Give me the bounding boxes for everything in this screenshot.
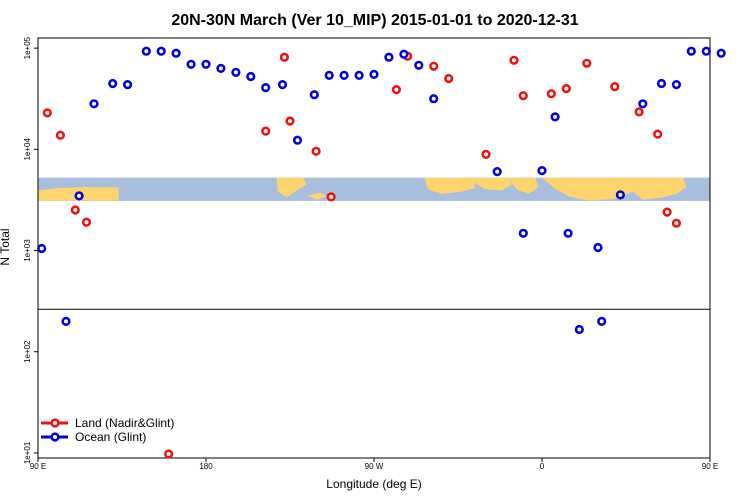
land-point [518, 91, 528, 101]
ocean-point [550, 112, 560, 122]
land-point [326, 192, 336, 202]
land-point [444, 73, 454, 84]
x-tick-label: 180 [199, 462, 213, 471]
land-point [261, 126, 271, 136]
land-point [662, 207, 672, 217]
ocean-point [261, 82, 271, 93]
map-landmass-6 [542, 177, 637, 201]
land-point [311, 146, 321, 156]
land-point [279, 52, 290, 62]
land-point [285, 116, 295, 126]
land-point [391, 84, 402, 95]
y-tick-label: 1e+03 [23, 239, 32, 262]
ocean-point [399, 49, 409, 59]
ocean-point [201, 59, 211, 69]
ocean-point [89, 99, 99, 109]
map-ocean-band [38, 177, 710, 201]
y-tick-label: 1e+04 [23, 138, 32, 161]
ocean-point [292, 135, 303, 145]
ocean-point [716, 48, 726, 58]
y-tick-label: 1e+01 [23, 441, 32, 464]
map-landmass-3 [424, 177, 475, 194]
land-point [55, 130, 66, 140]
ocean-point [615, 190, 626, 200]
ocean-point [37, 243, 47, 254]
ocean-point [339, 70, 349, 80]
ocean-point [186, 59, 196, 69]
ocean-point [656, 78, 667, 89]
ocean-point [156, 46, 166, 56]
ocean-point [492, 167, 502, 177]
y-tick-label: 1e+05 [23, 36, 32, 59]
ocean-point [171, 48, 181, 58]
x-tick-label: 90 E [702, 462, 718, 471]
ocean-point [122, 79, 133, 90]
land-point [164, 449, 174, 459]
land-point [671, 218, 682, 228]
data-points [37, 46, 726, 459]
plot-frame [37, 37, 711, 459]
ocean-point [563, 228, 573, 238]
map-landmass-1 [276, 177, 307, 198]
ocean-point [686, 46, 696, 56]
ocean-point [638, 99, 648, 109]
land-point [546, 89, 556, 99]
map-landmass-4 [468, 177, 512, 191]
ocean-point [231, 67, 241, 77]
ocean-point [537, 166, 547, 176]
y-axis: 1e+01 1e+02 1e+03 1e+04 1e+05 [23, 36, 38, 464]
land-point [634, 107, 644, 117]
land-point [582, 58, 592, 68]
ocean-point [216, 63, 226, 73]
legend-ocean-label: Ocean (Glint) [75, 430, 146, 444]
ocean-point [414, 60, 424, 70]
legend-ocean-marker [50, 432, 60, 442]
x-axis-label: Longitude (deg E) [326, 477, 421, 491]
ocean-point [61, 316, 71, 327]
x-tick-label: 0 [540, 462, 545, 471]
y-tick-label: 1e+02 [23, 340, 32, 363]
ocean-point [74, 191, 84, 201]
ocean-point [108, 78, 118, 89]
ocean-point [671, 79, 682, 90]
map-landmass-7 [629, 177, 687, 200]
legend: Land (Nadir&Glint) Ocean (Glint) [41, 416, 174, 444]
ocean-point [246, 71, 256, 82]
land-point [70, 205, 80, 215]
chart-title: 20N-30N March (Ver 10_MIP) 2015-01-01 to… [171, 12, 578, 29]
legend-land-marker [50, 418, 60, 428]
x-tick-label: 90 E [30, 462, 46, 471]
land-point [653, 129, 663, 139]
map-landmass-2 [306, 192, 327, 200]
land-point [610, 81, 620, 92]
legend-land-label: Land (Nadir&Glint) [75, 416, 174, 430]
world-map-strip [38, 177, 710, 201]
land-point [481, 149, 491, 159]
x-tick-label: 90 W [365, 462, 384, 471]
ocean-point [369, 69, 379, 79]
ocean-point [574, 324, 584, 335]
land-point [561, 83, 571, 94]
y-axis-label: N Total [0, 228, 12, 265]
ocean-point [429, 94, 439, 104]
ocean-point [701, 46, 711, 56]
ocean-point [518, 228, 528, 238]
ocean-point [597, 316, 607, 327]
ocean-point [324, 70, 334, 80]
ocean-point [309, 90, 319, 100]
land-point [429, 61, 439, 71]
ocean-point [277, 79, 288, 90]
map-landmass-5 [508, 177, 539, 194]
ocean-point [141, 46, 151, 56]
land-point [42, 108, 52, 118]
ocean-point [593, 242, 603, 253]
ocean-point [354, 70, 364, 80]
ocean-point [384, 52, 394, 62]
land-point [509, 55, 519, 65]
land-point [81, 217, 92, 227]
